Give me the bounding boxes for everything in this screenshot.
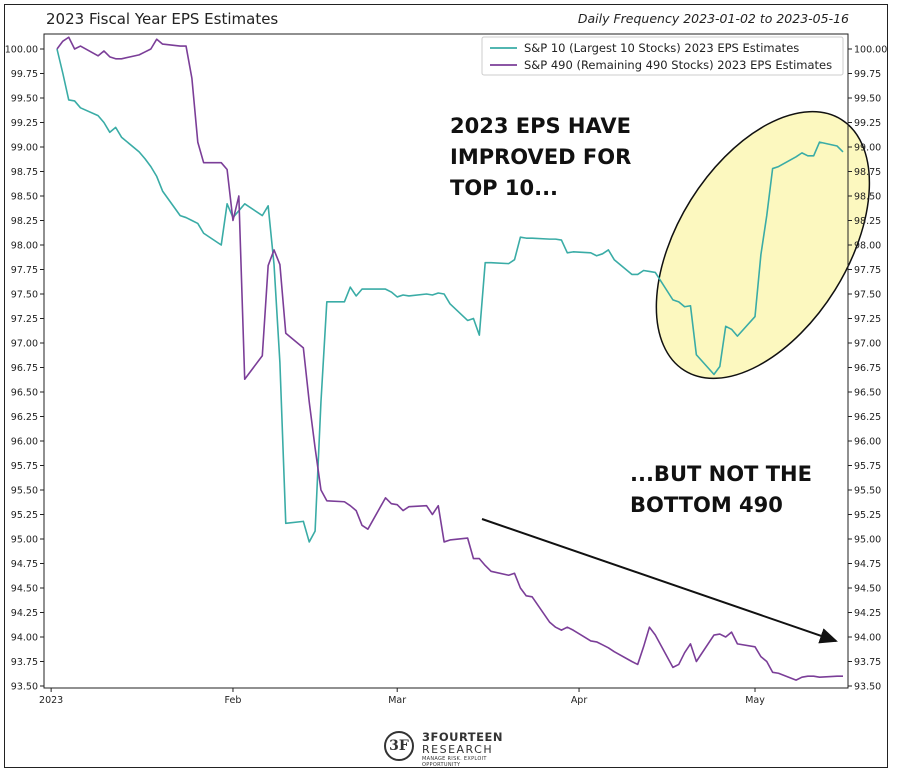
x-tick-label: Apr [571,695,588,706]
y-tick-label-left: 99.00 [11,143,38,154]
y-tick-label-right: 94.00 [854,633,881,644]
legend-box [481,36,844,76]
y-tick-label-right: 97.50 [854,290,881,301]
y-tick-label-right: 98.25 [854,216,881,227]
y-tick-label-right: 97.25 [854,314,881,325]
y-tick-label-right: 99.50 [854,94,881,105]
legend-label: S&P 10 (Largest 10 Stocks) 2023 EPS Esti… [524,41,799,55]
y-tick-label-left: 98.00 [11,241,38,252]
y-tick-label-left: 95.75 [11,461,38,472]
y-tick-label-left: 96.75 [11,363,38,374]
y-tick-label-left: 94.50 [11,584,38,595]
y-tick-label-right: 96.75 [854,363,881,374]
y-tick-label-right: 95.50 [854,486,881,497]
y-tick-label-right: 96.00 [854,437,881,448]
y-tick-label-left: 93.50 [11,682,38,693]
y-tick-label-right: 97.00 [854,339,881,350]
x-tick-label: Mar [388,695,406,706]
y-tick-label-left: 95.25 [11,510,38,521]
y-tick-label-left: 95.50 [11,486,38,497]
y-tick-label-right: 95.25 [854,510,881,521]
chart-subtitle: Daily Frequency 2023-01-02 to 2023-05-16 [577,11,849,26]
y-tick-label-right: 99.25 [854,118,881,129]
y-tick-label-right: 94.50 [854,584,881,595]
y-tick-label-right: 100.00 [854,45,887,56]
annotation-bottom490: ...BUT NOT THE BOTTOM 490 [630,462,812,517]
brand-name: 3FOURTEEN [422,730,503,744]
y-tick-label-left: 96.00 [11,437,38,448]
y-tick-label-right: 98.00 [854,241,881,252]
y-tick-label-left: 93.75 [11,657,38,668]
annotation-top10-line: IMPROVED FOR [450,145,631,169]
y-tick-label-left: 99.75 [11,69,38,80]
x-tick-label: Feb [225,695,242,706]
y-tick-label-right: 96.50 [854,388,881,399]
annotation-top10-line: TOP 10... [450,176,558,200]
series-line-sp10 [56,48,844,543]
y-tick-label-left: 99.50 [11,94,38,105]
y-tick-label-right: 93.50 [854,682,881,693]
y-tick-label-left: 100.00 [5,45,38,56]
y-tick-label-left: 97.50 [11,290,38,301]
y-tick-label-left: 94.25 [11,608,38,619]
annotation-bottom490-line: BOTTOM 490 [630,493,783,517]
y-tick-label-right: 94.75 [854,559,881,570]
y-tick-label-left: 95.00 [11,535,38,546]
y-tick-label-right: 99.75 [854,69,881,80]
y-tick-label-right: 98.50 [854,192,881,203]
trend-arrow [481,518,838,644]
annotation-bottom490-line: ...BUT NOT THE [630,462,812,486]
legend-label: S&P 490 (Remaining 490 Stocks) 2023 EPS … [524,58,832,72]
y-tick-label-left: 97.75 [11,265,38,276]
plot-area-border [43,33,849,689]
y-tick-label-right: 95.75 [854,461,881,472]
brand-tagline: MANAGE RISK. EXPLOIT OPPORTUNITY [422,756,487,768]
brand-logo: 3F 3FOURTEEN RESEARCH MANAGE RISK. EXPLO… [384,729,514,768]
brand-subname: RESEARCH [422,743,494,756]
x-tick-label: May [745,695,765,706]
y-tick-label-right: 97.75 [854,265,881,276]
y-tick-label-right: 98.75 [854,167,881,178]
y-tick-label-left: 99.25 [11,118,38,129]
series-line-sp490 [56,36,843,681]
y-tick-label-right: 99.00 [854,143,881,154]
y-tick-label-left: 96.25 [11,412,38,423]
y-tick-label-left: 94.00 [11,633,38,644]
y-tick-label-left: 97.25 [11,314,38,325]
y-tick-label-right: 96.25 [854,412,881,423]
y-tick-label-left: 97.00 [11,339,38,350]
y-tick-label-right: 95.00 [854,535,881,546]
y-tick-label-left: 98.50 [11,192,38,203]
annotation-top10-line: 2023 EPS HAVE [450,114,631,138]
y-tick-label-right: 93.75 [854,657,881,668]
brand-monogram: 3F [384,731,414,761]
chart-title: 2023 Fiscal Year EPS Estimates [46,10,279,28]
x-tick-label: 2023 [39,695,63,706]
y-tick-label-left: 94.75 [11,559,38,570]
y-tick-label-left: 96.50 [11,388,38,399]
y-tick-label-left: 98.25 [11,216,38,227]
y-tick-label-left: 98.75 [11,167,38,178]
annotation-top10: 2023 EPS HAVE IMPROVED FOR TOP 10... [450,114,631,200]
y-tick-label-right: 94.25 [854,608,881,619]
chart-frame [4,4,888,768]
